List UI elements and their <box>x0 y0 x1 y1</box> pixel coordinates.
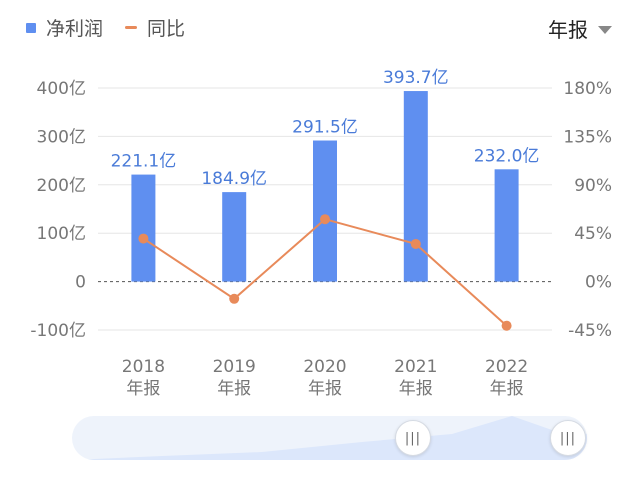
bar-data-label: 184.9亿 <box>201 169 267 189</box>
bar <box>222 192 247 282</box>
y-right-tick-label: 45% <box>574 224 612 244</box>
yoy-point <box>138 233 149 244</box>
y-right-tick-label: 135% <box>563 127 612 147</box>
x-tick-label-period: 年报 <box>399 379 433 399</box>
yoy-point <box>320 214 330 225</box>
bar-data-label: 291.5亿 <box>292 118 358 138</box>
bar-swatch-icon <box>26 22 36 33</box>
yoy-point <box>501 320 512 331</box>
x-tick-label-period: 年报 <box>217 379 251 399</box>
y-left-tick-label: 100亿 <box>37 224 86 244</box>
y-right-tick-label: 180% <box>563 79 612 99</box>
y-left-tick-label: 400亿 <box>37 79 86 99</box>
bar-data-label: 221.1亿 <box>111 152 177 172</box>
scroller-track[interactable] <box>72 416 587 460</box>
bar <box>494 169 519 282</box>
caret-down-icon <box>598 25 612 34</box>
x-tick-label-period: 年报 <box>490 379 524 399</box>
yoy-point <box>229 293 240 304</box>
line-swatch-icon <box>125 26 138 29</box>
legend-label-yoy: 同比 <box>147 18 186 40</box>
scroller-right-handle[interactable]: ||| <box>550 420 586 456</box>
x-tick-label-year: 2022 <box>485 357 528 377</box>
x-tick-label-year: 2021 <box>394 357 437 377</box>
y-left-tick-label: 0 <box>75 273 86 293</box>
x-tick-label-year: 2019 <box>213 357 256 377</box>
scroller-left-handle[interactable]: ||| <box>395 420 431 456</box>
period-selector[interactable]: 年报 <box>548 14 612 43</box>
x-tick-label-year: 2020 <box>303 357 346 377</box>
x-tick-label-period: 年报 <box>126 379 160 399</box>
bar-data-label: 232.0亿 <box>474 146 540 166</box>
y-left-tick-label: 300亿 <box>37 127 86 147</box>
legend-item-yoy[interactable]: 同比 <box>125 14 185 41</box>
chart-plot: 400亿 300亿 200亿 100亿 0 -100亿 180% 135% 90% 45% 0% -4… <box>30 68 612 399</box>
x-tick-label-year: 2018 <box>122 357 165 377</box>
x-tick-label-period: 年报 <box>308 379 342 399</box>
bar <box>403 91 428 282</box>
bar <box>313 140 337 282</box>
range-scroller[interactable]: ||| ||| <box>72 416 587 460</box>
period-selector-label: 年报 <box>548 18 588 42</box>
scroller-preview <box>72 416 587 460</box>
y-left-tick-label: 200亿 <box>37 176 86 196</box>
bar-data-label: 393.7亿 <box>383 68 449 88</box>
chart-legend: 净利润 同比 <box>26 14 207 41</box>
y-left-tick-label: -100亿 <box>30 321 86 341</box>
bar <box>131 174 156 282</box>
legend-item-net-profit[interactable]: 净利润 <box>26 14 103 41</box>
y-right-tick-label: -45% <box>568 321 612 341</box>
y-right-tick-label: 0% <box>585 273 612 293</box>
yoy-point <box>410 238 421 249</box>
y-right-tick-label: 90% <box>574 176 612 196</box>
legend-label-net-profit: 净利润 <box>46 18 104 40</box>
